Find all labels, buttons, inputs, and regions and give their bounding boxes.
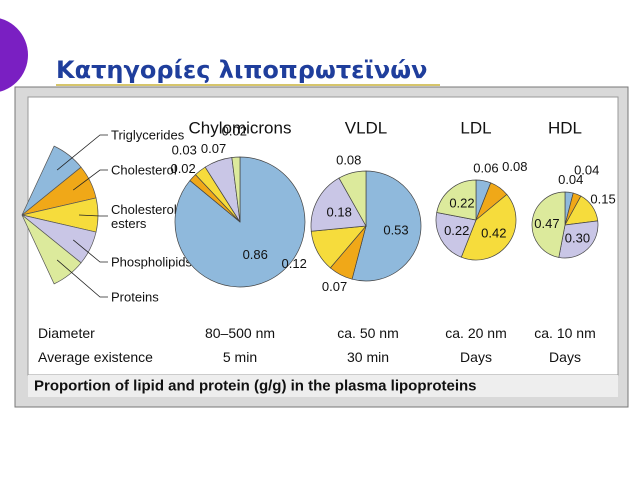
pie-slice [531, 191, 566, 258]
legend-label: Proteins [111, 290, 159, 305]
legend-swatch [21, 214, 82, 285]
row-label: Diameter [38, 325, 95, 341]
pie-slice [338, 170, 367, 228]
pie-slice [310, 177, 367, 232]
legend-leader [56, 134, 108, 171]
diameter-value: ca. 50 nm [337, 325, 398, 341]
value-label: 0.15 [590, 192, 615, 207]
decor-circle [0, 18, 28, 92]
pie-title: Chylomicrons [189, 119, 292, 138]
pie-slice [558, 220, 599, 259]
legend-label: Cholesterol [111, 163, 177, 178]
pie-slice [460, 194, 517, 261]
legend-leader [72, 239, 108, 263]
value-label: 0.04 [558, 172, 583, 187]
value-label: 0.08 [336, 153, 361, 168]
value-label: 0.47 [534, 216, 559, 231]
pie-slice [351, 170, 422, 282]
slide-title: Κατηγορίες λιποπρωτεϊνών [56, 56, 427, 84]
pie-slice [231, 156, 241, 223]
caption-band [28, 375, 618, 397]
value-label: 0.07 [322, 279, 347, 294]
value-label: 0.12 [282, 256, 307, 271]
pie-title: VLDL [345, 119, 388, 138]
value-label: 0.02 [222, 124, 247, 139]
value-label: 0.08 [502, 159, 527, 174]
value-label: 0.06 [473, 160, 498, 175]
pie-title: LDL [460, 119, 491, 138]
diameter-value: 80–500 nm [205, 325, 275, 341]
diameter-value: ca. 10 nm [534, 325, 595, 341]
legend-leader [72, 169, 108, 191]
value-label: 0.30 [565, 231, 590, 246]
pie-title: HDL [548, 119, 582, 138]
value-label: 0.02 [170, 161, 195, 176]
value-label: 0.03 [172, 143, 197, 158]
pie-slice [435, 212, 477, 258]
row-label: Average existence [38, 349, 153, 365]
existence-value: Days [460, 349, 492, 365]
value-label: 0.53 [383, 222, 408, 237]
value-label: 0.22 [449, 196, 474, 211]
existence-value: 5 min [223, 349, 257, 365]
existence-value: Days [549, 349, 581, 365]
legend-label: Triglycerides [111, 128, 185, 143]
legend-leader [56, 259, 108, 298]
legend-label: Phospholipids [111, 255, 192, 270]
figure-caption: Proportion of lipid and protein (g/g) in… [34, 378, 477, 395]
value-label: 0.42 [481, 225, 506, 240]
value-label: 0.18 [327, 205, 352, 220]
diameter-value: ca. 20 nm [445, 325, 506, 341]
value-label: 0.07 [201, 141, 226, 156]
value-label: 0.22 [444, 223, 469, 238]
legend-label: Cholesterol esters [111, 201, 177, 230]
existence-value: 30 min [347, 349, 389, 365]
value-label: 0.04 [574, 163, 599, 178]
value-label: 0.86 [243, 247, 268, 262]
pie-slice [436, 179, 477, 221]
legend-leader [78, 214, 108, 217]
